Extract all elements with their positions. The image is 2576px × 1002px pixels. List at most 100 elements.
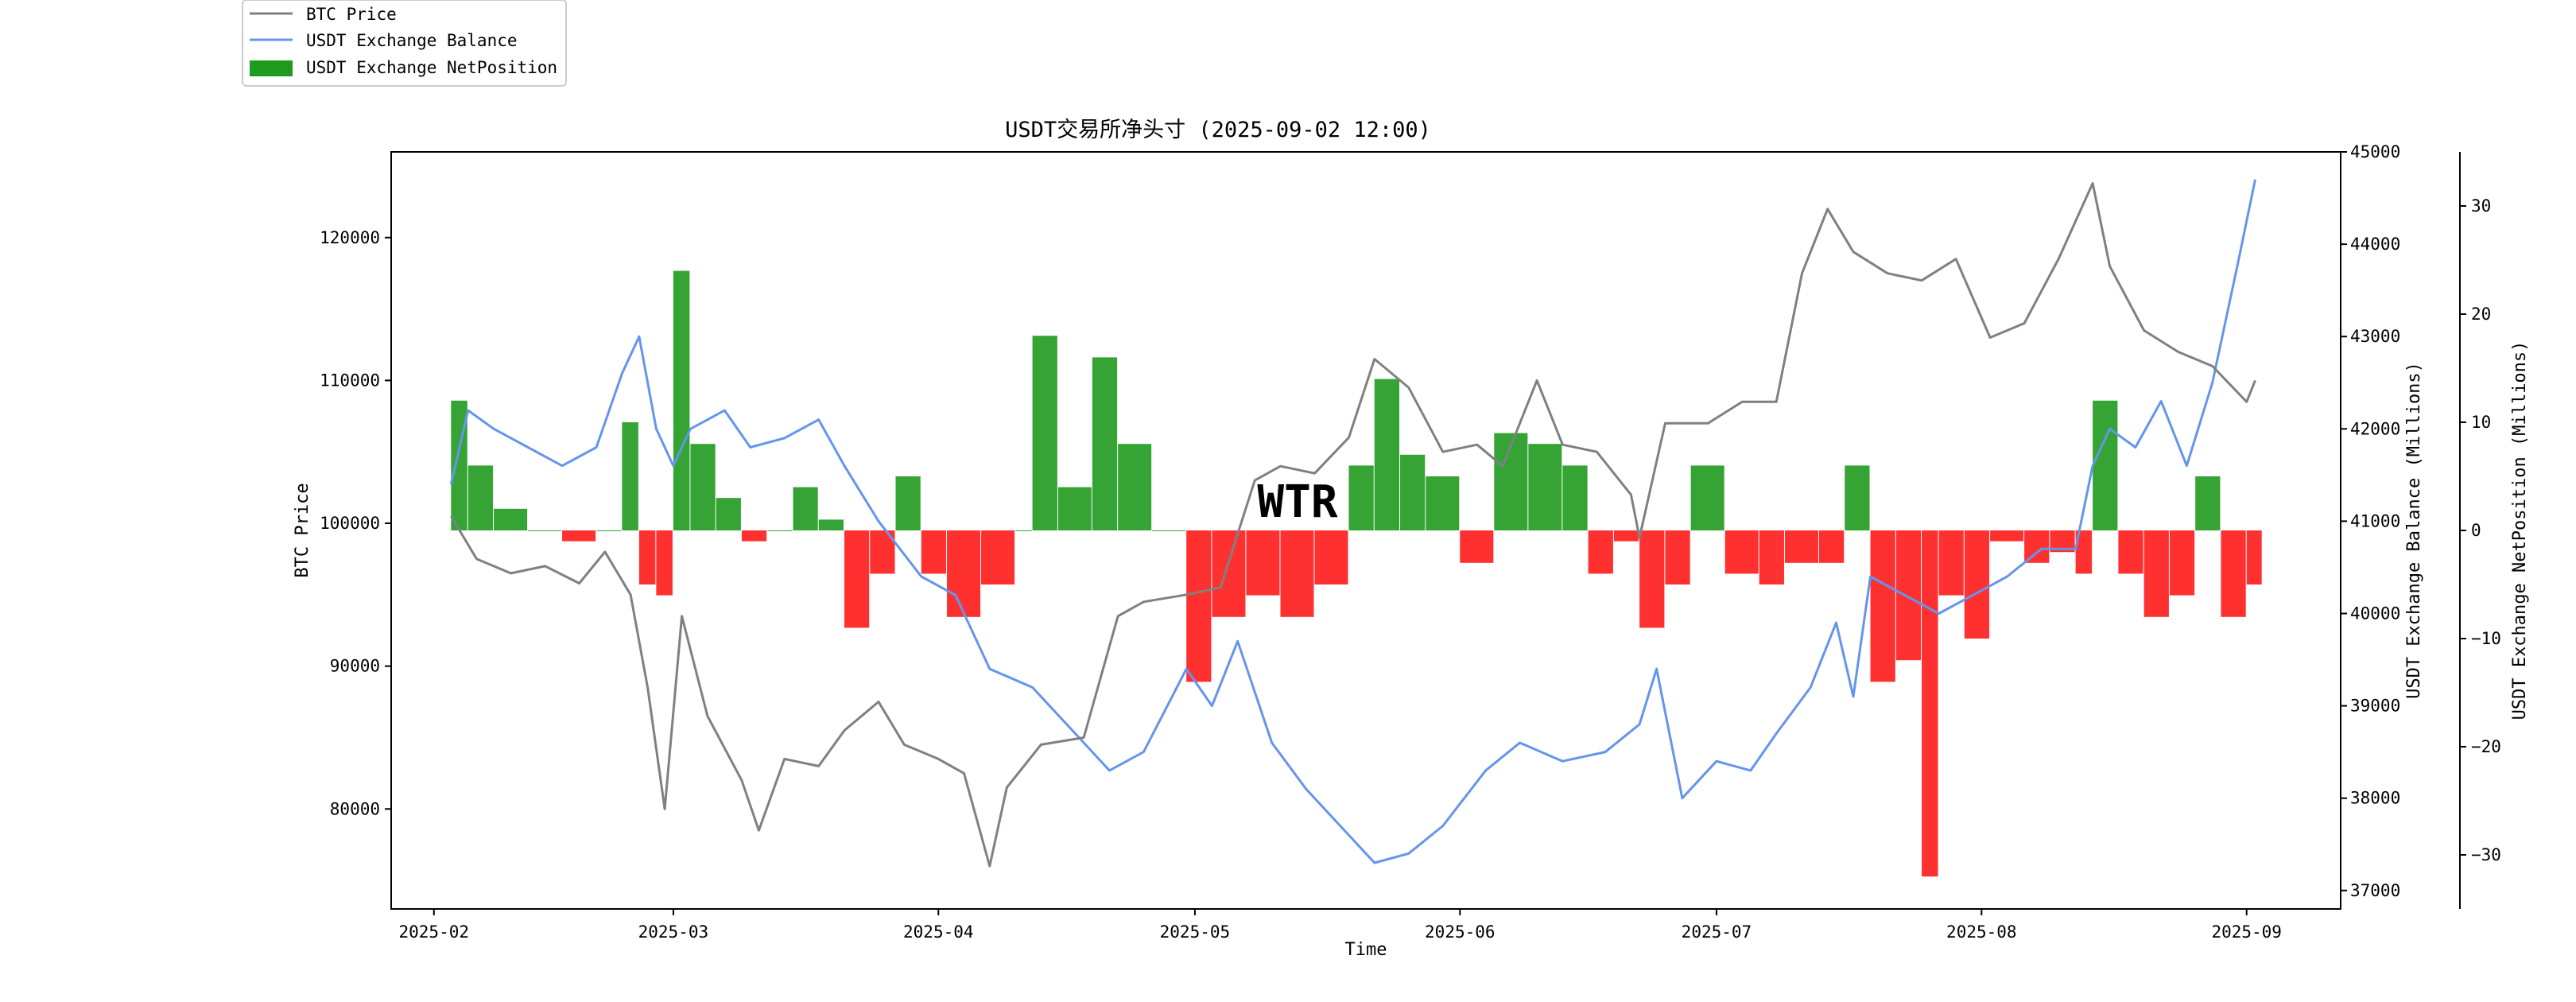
netposition-bar xyxy=(1426,476,1460,530)
y-right2-tick-label: −20 xyxy=(2471,737,2501,756)
y-axis-left: 80000 90000 100000 110000 120000 xyxy=(320,228,391,818)
price-line xyxy=(450,182,2256,868)
netposition-bar xyxy=(767,530,793,531)
netposition-bar xyxy=(1613,530,1639,542)
x-axis-label: Time xyxy=(1345,940,1387,960)
netposition-bar xyxy=(1374,379,1400,530)
chart-title: USDT交易所净头寸 (2025-09-02 12:00) xyxy=(1005,118,1431,142)
netposition-bar xyxy=(1280,530,1314,617)
x-tick-label: 2025-07 xyxy=(1682,922,1752,942)
netposition-bar xyxy=(1964,530,1990,639)
y-right2-tick-label: −10 xyxy=(2471,629,2501,648)
y-axis-right2-label: USDT Exchange NetPosition (Millions) xyxy=(2510,341,2530,720)
x-tick-label: 2025-08 xyxy=(1946,922,2017,942)
balance-line xyxy=(449,179,2256,864)
netposition-bar xyxy=(1212,530,1246,617)
y-right-tick-label: 37000 xyxy=(2350,881,2400,900)
y-right-tick-label: 40000 xyxy=(2350,604,2400,623)
y-tick-label: 120000 xyxy=(320,228,380,247)
netposition-bar xyxy=(1895,530,1922,661)
netposition-bar xyxy=(2118,530,2143,574)
x-tick-label: 2025-04 xyxy=(903,922,974,942)
y-right-tick-label: 44000 xyxy=(2350,235,2400,254)
netposition-bar xyxy=(1246,530,1280,596)
netposition-bar xyxy=(981,530,1015,584)
netposition-bar xyxy=(1152,530,1186,531)
netposition-bars xyxy=(451,270,2262,877)
netposition-bar xyxy=(1186,530,1212,682)
netposition-bar xyxy=(1784,530,1818,563)
y-axis-right: 37000 38000 39000 40000 41000 42000 43000 44000… xyxy=(2341,142,2400,900)
y-right-tick-label: 38000 xyxy=(2350,789,2400,808)
x-tick-label: 2025-06 xyxy=(1425,922,1496,942)
netposition-bar xyxy=(716,498,741,530)
netposition-bar xyxy=(528,530,562,531)
y-right-tick-label: 43000 xyxy=(2350,327,2400,346)
y-right2-tick-label: 10 xyxy=(2471,413,2491,432)
y-axis-right-label: USDT Exchange Balance (Millions) xyxy=(2404,362,2424,699)
netposition-bar xyxy=(1460,530,1494,563)
netposition-bar xyxy=(1922,530,1938,877)
netposition-bar xyxy=(2169,530,2195,596)
x-tick-label: 2025-03 xyxy=(638,922,709,942)
netposition-bar xyxy=(673,270,690,530)
watermark: WTR xyxy=(1257,476,1337,528)
y-tick-label: 90000 xyxy=(330,657,380,676)
y-axis-label: BTC Price xyxy=(293,483,312,577)
y-tick-label: 80000 xyxy=(330,799,380,818)
y-right2-tick-label: 30 xyxy=(2471,196,2491,216)
netposition-bar xyxy=(1400,454,1426,530)
netposition-bar xyxy=(1870,530,1895,682)
netposition-bar xyxy=(1588,530,1613,574)
netposition-bar xyxy=(1938,530,1964,596)
netposition-bar xyxy=(1015,530,1032,531)
legend: BTC Price USDT Exchange Balance USDT Exc… xyxy=(242,0,567,87)
y-right2-tick-label: −30 xyxy=(2471,845,2501,864)
netposition-bar xyxy=(2221,530,2246,617)
netposition-bar xyxy=(1348,465,1374,530)
netposition-bar xyxy=(1759,530,1784,584)
netposition-bar xyxy=(562,530,596,542)
netposition-bar xyxy=(2075,530,2093,574)
netposition-bar xyxy=(1494,433,1528,530)
netposition-bar xyxy=(494,508,528,530)
netposition-bar xyxy=(921,530,947,574)
netposition-bar xyxy=(1562,465,1588,530)
netposition-bar xyxy=(1818,530,1845,563)
legend-swatch-netposition xyxy=(250,60,293,76)
netposition-bar xyxy=(1724,530,1759,574)
netposition-bar xyxy=(844,530,870,628)
netposition-bar xyxy=(741,530,767,542)
netposition-bar xyxy=(1057,487,1092,530)
plot-frame xyxy=(390,151,2341,910)
y-right2-tick-label: 20 xyxy=(2471,305,2491,324)
netposition-bar xyxy=(2195,476,2221,530)
legend-label-netposition: USDT Exchange NetPosition xyxy=(306,58,557,77)
netposition-bar xyxy=(1639,530,1665,628)
netposition-bar xyxy=(2093,400,2118,530)
netposition-bar xyxy=(1092,357,1118,530)
netposition-bar xyxy=(2024,530,2050,563)
legend-label-price: BTC Price xyxy=(306,5,397,24)
netposition-bar xyxy=(1845,465,1870,530)
netposition-bar xyxy=(895,476,921,530)
netposition-bar xyxy=(2143,530,2169,617)
netposition-bar xyxy=(1118,444,1152,530)
y-tick-label: 100000 xyxy=(320,514,380,533)
y-tick-label: 110000 xyxy=(320,371,380,390)
netposition-bar xyxy=(690,444,716,530)
y-right-tick-label: 39000 xyxy=(2350,697,2400,716)
legend-label-balance: USDT Exchange Balance xyxy=(306,31,518,50)
legend-box xyxy=(242,0,567,87)
y-right-tick-label: 42000 xyxy=(2350,419,2400,438)
netposition-bar xyxy=(1690,465,1724,530)
y-right-tick-label: 41000 xyxy=(2350,511,2400,530)
netposition-bar xyxy=(793,487,818,530)
netposition-bar xyxy=(947,530,981,617)
netposition-bar xyxy=(638,530,656,584)
netposition-bar xyxy=(1032,336,1057,530)
x-tick-label: 2025-02 xyxy=(399,922,470,942)
netposition-bar xyxy=(1990,530,2024,542)
series-lines xyxy=(449,179,2256,868)
